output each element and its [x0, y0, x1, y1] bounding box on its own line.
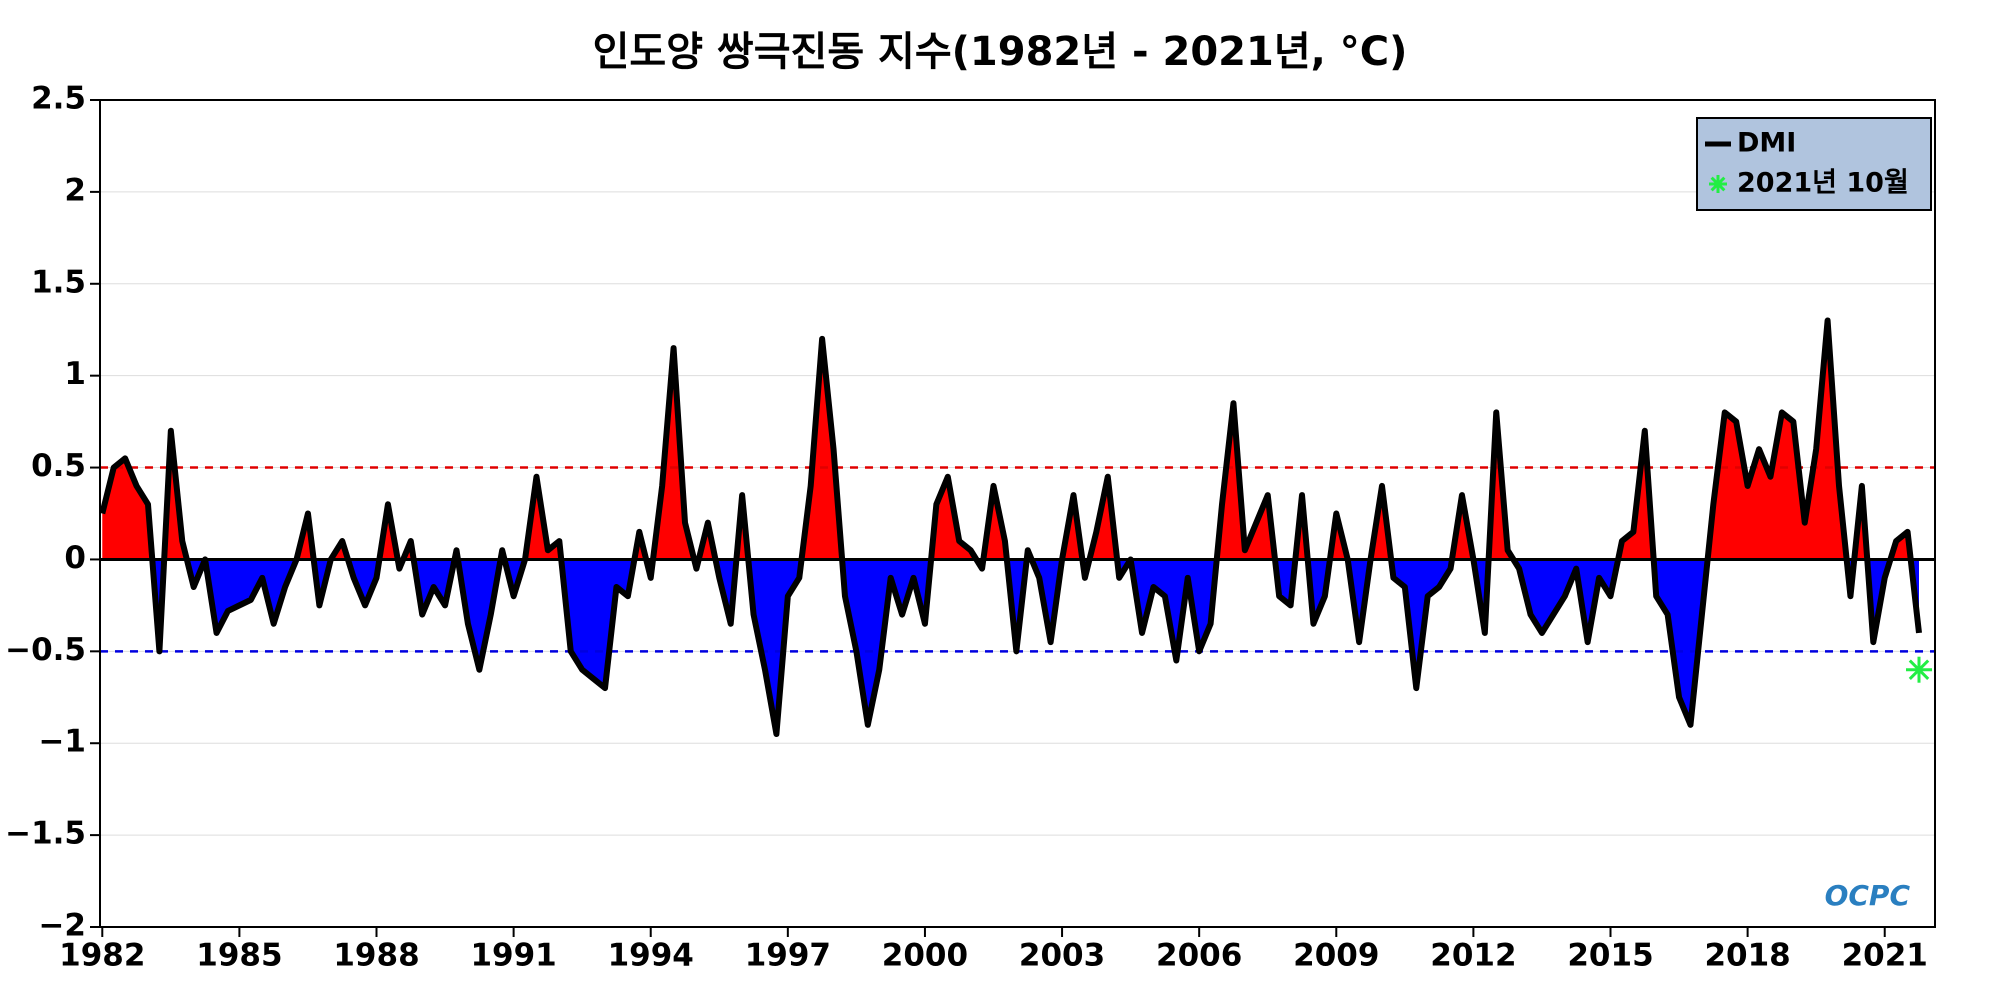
x-tick-label: 2003 — [1019, 938, 1105, 974]
dmi-line — [99, 317, 1922, 738]
x-tick-label: 2009 — [1293, 938, 1379, 974]
y-tick-label: 2.5 — [31, 81, 86, 117]
y-tick-label: 1 — [64, 356, 86, 392]
y-tick-label: −1.5 — [5, 816, 86, 852]
x-tick-label: 2006 — [1156, 938, 1242, 974]
y-tick-label: 0.5 — [31, 448, 86, 484]
x-tick-label: 1985 — [196, 938, 282, 974]
x-tick-label: 1991 — [470, 938, 556, 974]
x-tick-label: 1994 — [608, 938, 694, 974]
y-tick-label: 2 — [64, 172, 86, 208]
legend-label: DMI — [1737, 128, 1796, 159]
x-tick-label: 2012 — [1430, 938, 1516, 974]
y-tick-label: 0 — [64, 540, 86, 576]
y-tick-label: −1 — [38, 724, 86, 760]
x-tick-label: 2015 — [1567, 938, 1653, 974]
x-tick-label: 2021 — [1842, 938, 1928, 974]
negative-area — [152, 559, 1919, 735]
star-marker — [1906, 656, 1933, 683]
x-tick-label: 1982 — [59, 938, 145, 974]
x-tick-label: 2000 — [882, 938, 968, 974]
x-tick-label: 1997 — [745, 938, 831, 974]
y-tick-label: −0.5 — [5, 632, 86, 668]
legend-star — [1710, 176, 1726, 192]
y-tick-label: −2 — [38, 908, 86, 944]
watermark: OCPC — [1825, 879, 1911, 912]
plot-frame — [99, 99, 1936, 928]
x-tick-label: 1988 — [333, 938, 419, 974]
x-tick-label: 2018 — [1704, 938, 1790, 974]
star-stroke — [1908, 659, 1930, 680]
y-tick-label: 1.5 — [31, 264, 86, 300]
chart-title: 인도양 쌍극진동 지수(1982년 - 2021년, °C) — [593, 29, 1408, 75]
legend-box — [1696, 117, 1932, 211]
legend-label: 2021년 10월 — [1737, 168, 1909, 199]
positive-area — [102, 320, 1919, 560]
